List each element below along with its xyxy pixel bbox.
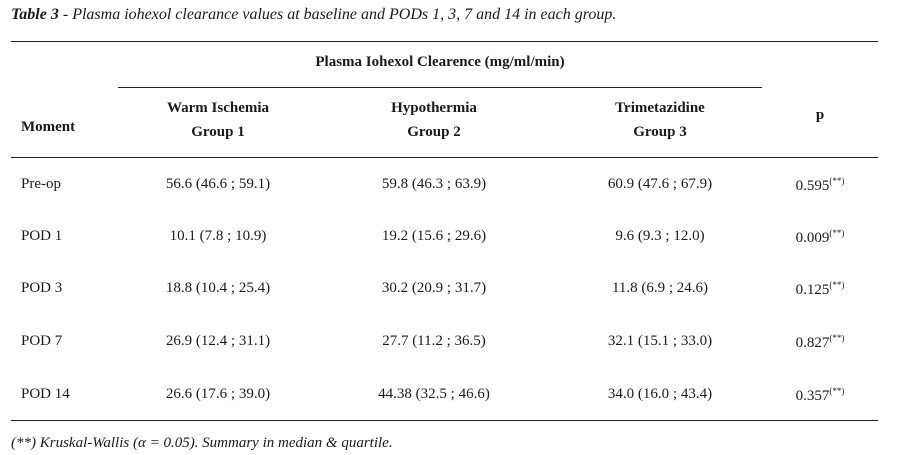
p-value-marker: (**) (829, 333, 845, 343)
cell-group1: 26.6 (17.6 ; 39.0) (165, 386, 271, 402)
cell-group2: 19.2 (15.6 ; 29.6) (381, 228, 487, 244)
cell-group3: 34.0 (16.0 ; 43.4) (607, 386, 713, 402)
group1-title: Warm Ischemia (166, 100, 270, 116)
cell-group2: 27.7 (11.2 ; 36.5) (382, 333, 486, 349)
cell-group3: 32.1 (15.1 ; 33.0) (607, 333, 713, 349)
bottom-rule (11, 420, 878, 421)
group2-title: Hypothermia (391, 100, 477, 116)
p-value: 0.125 (795, 282, 830, 298)
column-header-group1: Warm Ischemia Group 1 (118, 96, 318, 144)
span-header-rule (118, 87, 762, 88)
p-value-marker: (**) (829, 176, 845, 186)
cell-group1: 56.6 (46.6 ; 59.1) (165, 176, 271, 192)
cell-group2: 30.2 (20.9 ; 31.7) (381, 280, 487, 296)
table-caption-text: - Plasma iohexol clearance values at bas… (58, 6, 617, 23)
column-header-p: p (815, 107, 825, 123)
cell-moment: POD 3 (21, 280, 63, 296)
cell-group3: 11.8 (6.9 ; 24.6) (611, 280, 709, 296)
cell-moment: POD 1 (21, 228, 63, 244)
group3-subtitle: Group 3 (633, 124, 687, 140)
cell-p-value: 0.357(**) (770, 386, 870, 405)
column-header-group2: Hypothermia Group 2 (334, 96, 534, 144)
cell-group2: 44.38 (32.5 ; 46.6) (378, 386, 490, 402)
p-value: 0.827 (795, 335, 830, 351)
cell-group3: 60.9 (47.6 ; 67.9) (607, 176, 713, 192)
table-footnote: (**) Kruskal-Wallis (α = 0.05). Summary … (11, 435, 393, 451)
top-rule (11, 41, 878, 42)
cell-group2: 59.8 (46.3 ; 63.9) (381, 176, 487, 192)
cell-p-value: 0.827(**) (770, 333, 870, 352)
cell-p-value: 0.009(**) (770, 228, 870, 247)
group1-subtitle: Group 1 (191, 124, 245, 140)
p-value-marker: (**) (829, 280, 845, 290)
cell-moment: Pre-op (21, 176, 61, 192)
p-value: 0.595 (795, 178, 830, 194)
p-value-marker: (**) (829, 386, 845, 396)
cell-group1: 10.1 (7.8 ; 10.9) (169, 228, 267, 244)
cell-group1: 26.9 (12.4 ; 31.1) (165, 333, 271, 349)
group3-title: Trimetazidine (615, 100, 705, 116)
p-value: 0.009 (795, 230, 830, 246)
cell-p-value: 0.125(**) (770, 280, 870, 299)
header-rule (11, 157, 878, 158)
cell-p-value: 0.595(**) (770, 176, 870, 195)
table-label: Table 3 (11, 6, 59, 23)
p-value-marker: (**) (829, 228, 845, 238)
p-value: 0.357 (795, 388, 830, 404)
column-header-moment: Moment (21, 119, 76, 135)
cell-moment: POD 7 (21, 333, 63, 349)
cell-group1: 18.8 (10.4 ; 25.4) (165, 280, 271, 296)
cell-moment: POD 14 (21, 386, 70, 402)
span-header: Plasma Iohexol Clearence (mg/ml/min) (315, 54, 565, 70)
table-caption: Table 3 - Plasma iohexol clearance value… (11, 6, 616, 24)
column-header-group3: Trimetazidine Group 3 (560, 96, 760, 144)
cell-group3: 9.6 (9.3 ; 12.0) (615, 228, 705, 244)
group2-subtitle: Group 2 (407, 124, 461, 140)
